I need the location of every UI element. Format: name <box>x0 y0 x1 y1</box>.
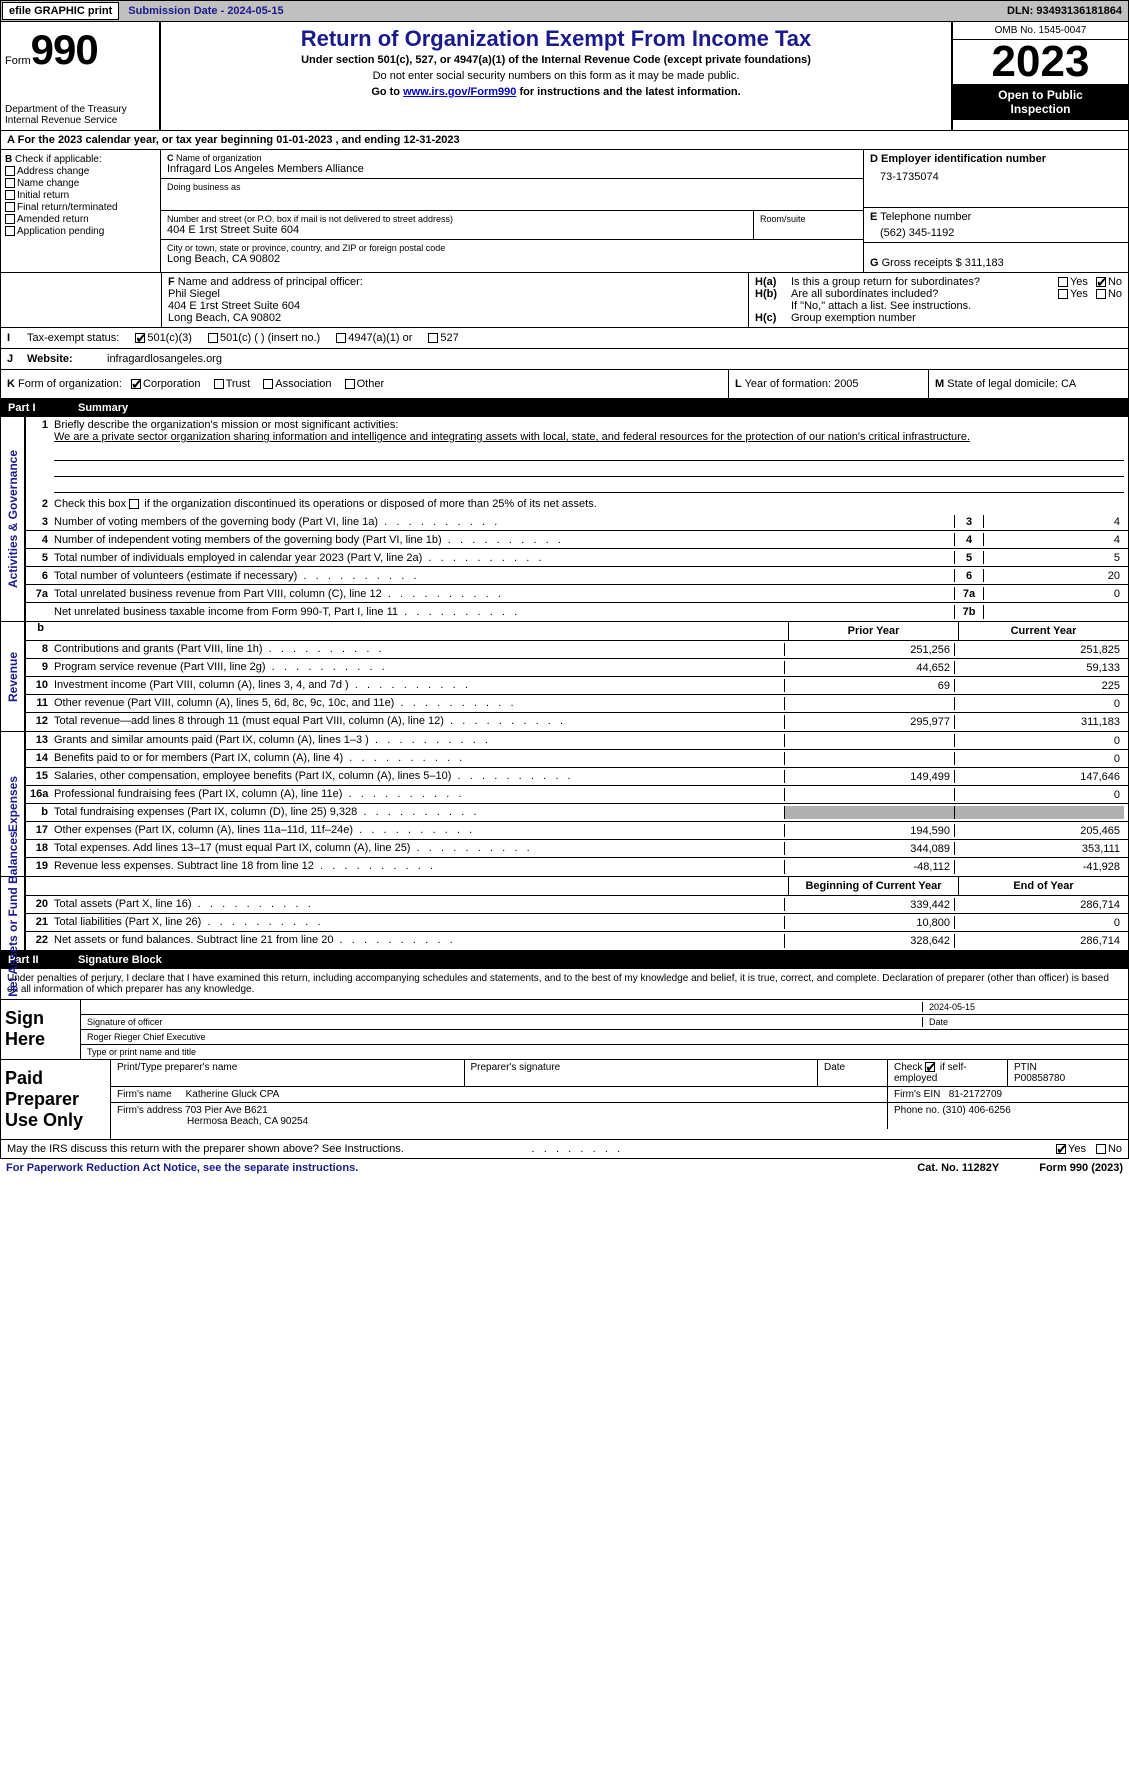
chk-pending[interactable]: Application pending <box>5 226 156 237</box>
part-1-header: Part I Summary <box>0 399 1129 417</box>
info-grid: B Check if applicable: Address change Na… <box>0 150 1129 273</box>
header: Form990 Department of the Treasury Inter… <box>0 22 1129 131</box>
part-2-header: Part II Signature Block <box>0 951 1129 969</box>
chk-501c3[interactable] <box>135 333 145 343</box>
col-end: End of Year <box>958 877 1128 895</box>
tax-year: 2023 <box>953 40 1128 84</box>
mission: We are a private sector organization sha… <box>54 431 1124 443</box>
expenses-section: Expenses 13 Grants and similar amounts p… <box>0 732 1129 877</box>
dln: DLN: 93493136181864 <box>1007 5 1128 17</box>
chk-self-employed[interactable] <box>925 1062 935 1072</box>
subtitle-1: Under section 501(c), 527, or 4947(a)(1)… <box>165 52 947 68</box>
gov-line: 5 Total number of individuals employed i… <box>26 549 1128 567</box>
form-prefix: Form <box>5 55 31 67</box>
paid-preparer: Paid Preparer Use Only Print/Type prepar… <box>0 1060 1129 1140</box>
city-addr: Long Beach, CA 90802 <box>167 253 857 265</box>
firm-name: Katherine Gluck CPA <box>186 1089 280 1100</box>
gross-receipts: 311,183 <box>965 257 1004 269</box>
data-line: 15 Salaries, other compensation, employe… <box>26 768 1128 786</box>
chk-initial[interactable]: Initial return <box>5 190 156 201</box>
tax-exempt-row: I Tax-exempt status: 501(c)(3) 501(c) ( … <box>0 328 1129 349</box>
declaration: Under penalties of perjury, I declare th… <box>1 969 1128 999</box>
data-line: b Total fundraising expenses (Part IX, c… <box>26 804 1128 822</box>
ha-no[interactable] <box>1096 277 1106 287</box>
data-line: 8 Contributions and grants (Part VIII, l… <box>26 641 1128 659</box>
firm-ein: 81-2172709 <box>949 1089 1002 1100</box>
chk-discontinued[interactable] <box>129 499 139 509</box>
gov-line: 4 Number of independent voting members o… <box>26 531 1128 549</box>
hb-no[interactable] <box>1096 289 1106 299</box>
signature-block: Under penalties of perjury, I declare th… <box>0 969 1129 1060</box>
governance-section: Activities & Governance 1 Briefly descri… <box>0 417 1129 622</box>
data-line: 16a Professional fundraising fees (Part … <box>26 786 1128 804</box>
data-line: 14 Benefits paid to or for members (Part… <box>26 750 1128 768</box>
data-line: 20 Total assets (Part X, line 16) . . . … <box>26 896 1128 914</box>
chk-501c[interactable] <box>208 333 218 343</box>
chk-4947[interactable] <box>336 333 346 343</box>
street-addr: 404 E 1rst Street Suite 604 <box>167 224 747 236</box>
chk-assoc[interactable] <box>263 379 273 389</box>
website-url: infragardlosangeles.org <box>107 353 222 365</box>
chk-amended[interactable]: Amended return <box>5 214 156 225</box>
subtitle-3: Go to www.irs.gov/Form990 for instructio… <box>165 84 947 100</box>
ein: 73-1735074 <box>870 165 1122 183</box>
website-row: J Website: infragardlosangeles.org <box>0 349 1129 370</box>
chk-other[interactable] <box>345 379 355 389</box>
data-line: 18 Total expenses. Add lines 13–17 (must… <box>26 840 1128 858</box>
officer-row: F Name and address of principal officer:… <box>0 273 1129 328</box>
org-name: Infragard Los Angeles Members Alliance <box>167 163 857 175</box>
data-line: 13 Grants and similar amounts paid (Part… <box>26 732 1128 750</box>
open-public: Open to PublicInspection <box>953 84 1128 120</box>
chk-address[interactable]: Address change <box>5 166 156 177</box>
irs-label: Internal Revenue Service <box>5 115 155 126</box>
ptin: P00858780 <box>1014 1073 1065 1084</box>
form-title: Return of Organization Exempt From Incom… <box>165 26 947 52</box>
ha-yes[interactable] <box>1058 277 1068 287</box>
gov-line: 6 Total number of volunteers (estimate i… <box>26 567 1128 585</box>
data-line: 12 Total revenue—add lines 8 through 11 … <box>26 713 1128 731</box>
chk-final[interactable]: Final return/terminated <box>5 202 156 213</box>
col-beginning: Beginning of Current Year <box>788 877 958 895</box>
chk-trust[interactable] <box>214 379 224 389</box>
net-assets-section: Net Assets or Fund Balances Beginning of… <box>0 877 1129 951</box>
form-org-row: K Form of organization: Corporation Trus… <box>0 370 1129 399</box>
revenue-section: Revenue b Prior Year Current Year 8 Cont… <box>0 622 1129 732</box>
firm-addr1: 703 Pier Ave B621 <box>185 1105 268 1116</box>
section-a: A For the 2023 calendar year, or tax yea… <box>0 131 1129 150</box>
col-current: Current Year <box>958 622 1128 640</box>
telephone: (562) 345-1192 <box>870 223 1122 239</box>
discuss-no[interactable] <box>1096 1144 1106 1154</box>
sig-date: 2024-05-15 <box>922 1002 1122 1012</box>
data-line: 22 Net assets or fund balances. Subtract… <box>26 932 1128 950</box>
gov-line: 7a Total unrelated business revenue from… <box>26 585 1128 603</box>
footer-bottom: For Paperwork Reduction Act Notice, see … <box>0 1159 1129 1177</box>
form-number: 990 <box>31 26 98 73</box>
hb-yes[interactable] <box>1058 289 1068 299</box>
data-line: 17 Other expenses (Part IX, column (A), … <box>26 822 1128 840</box>
data-line: 9 Program service revenue (Part VIII, li… <box>26 659 1128 677</box>
data-line: 21 Total liabilities (Part X, line 26) .… <box>26 914 1128 932</box>
irs-link[interactable]: www.irs.gov/Form990 <box>403 86 516 98</box>
col-prior: Prior Year <box>788 622 958 640</box>
subtitle-2: Do not enter social security numbers on … <box>165 68 947 84</box>
chk-527[interactable] <box>428 333 438 343</box>
efile-label: efile GRAPHIC print <box>2 2 119 20</box>
chk-corp[interactable] <box>131 379 141 389</box>
dept-label: Department of the Treasury <box>5 104 155 115</box>
chk-name[interactable]: Name change <box>5 178 156 189</box>
firm-phone: (310) 406-6256 <box>942 1105 1010 1116</box>
gov-line: Net unrelated business taxable income fr… <box>26 603 1128 621</box>
officer-name: Phil Siegel <box>168 288 742 300</box>
gov-line: 3 Number of voting members of the govern… <box>26 513 1128 531</box>
submission-date: Submission Date - 2024-05-15 <box>120 3 291 19</box>
data-line: 10 Investment income (Part VIII, column … <box>26 677 1128 695</box>
data-line: 19 Revenue less expenses. Subtract line … <box>26 858 1128 876</box>
discuss-row: May the IRS discuss this return with the… <box>0 1140 1129 1159</box>
data-line: 11 Other revenue (Part VIII, column (A),… <box>26 695 1128 713</box>
topbar: efile GRAPHIC print Submission Date - 20… <box>0 0 1129 22</box>
sign-here-label: Sign Here <box>1 1000 81 1059</box>
discuss-yes[interactable] <box>1056 1144 1066 1154</box>
